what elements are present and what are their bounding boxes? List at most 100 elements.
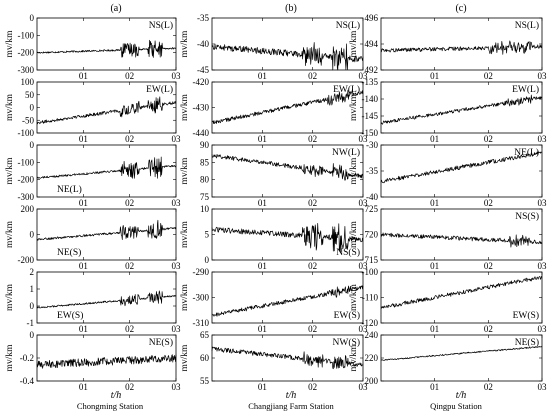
y-axis-label-a-2: mv/km (5, 93, 15, 121)
x-tick-label-b-2-1: 02 (308, 134, 317, 144)
y-axis-label-c-4: mv/km (349, 220, 359, 248)
panel-a-2: 01 02 03 -100 -50 0 50 100 mv/km EW(L) (5, 77, 181, 144)
y-tick-label-b-4-1: 5 (205, 230, 210, 240)
x-tick-label-c-3-1: 02 (484, 198, 493, 208)
series-line-c-6 (380, 345, 543, 361)
y-tick-label-a-4-2: 200 (21, 204, 35, 214)
series-label-a-3: NE(L) (57, 184, 82, 195)
y-tick-label-a-4-0: -200 (18, 255, 35, 265)
x-tick-label-a-1-0: 01 (79, 71, 88, 81)
series-line-a-1 (36, 39, 177, 58)
y-tick-label-c-6-1: 220 (365, 353, 379, 363)
y-tick-label-a-3-0: -300 (18, 192, 35, 202)
x-tick-label-b-2-2: 03 (359, 134, 369, 144)
x-tick-label-a-4-2: 03 (172, 261, 182, 271)
series-line-c-1 (380, 40, 543, 55)
x-tick-label-a-3-1: 02 (125, 198, 134, 208)
y-tick-label-c-4-2: 725 (365, 204, 379, 214)
x-tick-label-a-4-1: 02 (125, 261, 134, 271)
x-tick-label-a-6-2: 03 (172, 382, 182, 392)
y-tick-label-a-6-1: -0.2 (20, 353, 34, 363)
x-tick-label-a-5-0: 01 (79, 324, 88, 334)
y-tick-label-b-1-0: -45 (197, 65, 209, 75)
series-line-b-1 (211, 42, 364, 71)
y-tick-label-c-6-0: 200 (365, 376, 379, 386)
x-tick-label-a-1-2: 03 (172, 71, 182, 81)
y-tick-label-a-2-4: 100 (21, 77, 35, 87)
y-tick-label-b-5-0: -310 (193, 318, 210, 328)
x-axis-label-c: t/h (456, 390, 467, 401)
y-axis-label-a-5: mv/km (5, 283, 15, 311)
series-line-a-5 (36, 290, 177, 309)
y-tick-label-c-1-0: 492 (365, 65, 379, 75)
series-line-b-4 (211, 223, 364, 253)
x-axis-label-a: t/h (111, 390, 122, 401)
y-tick-label-c-5-0: -120 (362, 318, 379, 328)
x-tick-label-a-5-2: 03 (172, 324, 182, 334)
y-tick-label-c-3-0: -40 (366, 192, 378, 202)
y-tick-label-b-1-2: -35 (197, 13, 209, 23)
x-tick-label-a-4-0: 01 (79, 261, 88, 271)
panel-frame-a-1 (36, 17, 177, 71)
x-tick-label-a-6-0: 01 (79, 382, 88, 392)
series-label-a-2: EW(L) (146, 84, 173, 95)
y-tick-label-c-4-1: 720 (365, 230, 379, 240)
y-tick-label-b-3-2: 85 (200, 157, 210, 167)
series-label-c-6: NE(S) (515, 337, 539, 348)
y-tick-label-b-3-1: 80 (200, 175, 210, 185)
y-tick-label-b-6-0: 55 (200, 376, 210, 386)
x-tick-label-b-1-2: 03 (359, 71, 369, 81)
x-tick-label-b-4-1: 02 (308, 261, 317, 271)
series-line-c-3 (380, 151, 543, 184)
series-label-a-6: NE(S) (149, 337, 173, 348)
x-tick-label-c-5-2: 03 (538, 324, 548, 334)
panel-frame-b-3 (211, 144, 364, 198)
y-tick-label-c-2-0: -150 (362, 128, 379, 138)
y-tick-label-a-1-3: 0 (30, 13, 35, 23)
y-tick-label-a-5-2: 1 (30, 284, 35, 294)
y-tick-label-c-2-2: -140 (362, 94, 379, 104)
series-line-b-3 (211, 153, 364, 181)
x-tick-label-b-5-1: 02 (308, 324, 317, 334)
x-tick-label-c-3-0: 01 (430, 198, 439, 208)
series-label-b-6: NW(S) (333, 337, 360, 348)
series-line-b-6 (211, 346, 364, 370)
y-tick-label-a-6-0: -0.4 (20, 376, 35, 386)
panel-a-3: 01 02 03 -300 -200 -100 0 mv/km NE(L) (5, 140, 181, 208)
y-tick-label-b-4-0: 0 (205, 255, 210, 265)
series-label-b-4: NS(S) (336, 247, 360, 258)
series-label-b-1: NS(L) (336, 20, 360, 31)
y-axis-label-b-1: mv/km (180, 30, 190, 58)
series-line-b-5 (211, 285, 364, 317)
x-tick-label-a-2-0: 01 (79, 134, 88, 144)
y-axis-label-a-4: mv/km (5, 220, 15, 248)
x-tick-label-c-2-1: 02 (484, 134, 493, 144)
y-tick-label-b-4-2: 10 (200, 204, 210, 214)
series-label-b-5: EW(S) (334, 310, 360, 321)
x-tick-label-b-2-0: 01 (258, 134, 267, 144)
x-tick-label-b-5-0: 01 (258, 324, 267, 334)
y-axis-label-c-2: mv/km (349, 93, 359, 121)
x-tick-label-a-3-2: 03 (172, 198, 182, 208)
y-tick-label-a-3-1: -200 (18, 175, 35, 185)
x-tick-label-c-1-1: 02 (484, 71, 493, 81)
x-tick-label-c-3-2: 03 (538, 198, 548, 208)
station-label-b: Changjiang Farm Station (248, 401, 334, 411)
station-label-c: Qingpu Station (430, 401, 482, 411)
panel-frame-c-2 (380, 81, 543, 134)
y-axis-label-c-3: mv/km (349, 157, 359, 185)
y-tick-label-c-3-1: -35 (366, 166, 378, 176)
y-axis-label-b-4: mv/km (180, 220, 190, 248)
series-line-a-2 (36, 96, 177, 125)
x-tick-label-a-2-1: 02 (125, 134, 134, 144)
y-tick-label-a-3-3: 0 (30, 140, 35, 150)
